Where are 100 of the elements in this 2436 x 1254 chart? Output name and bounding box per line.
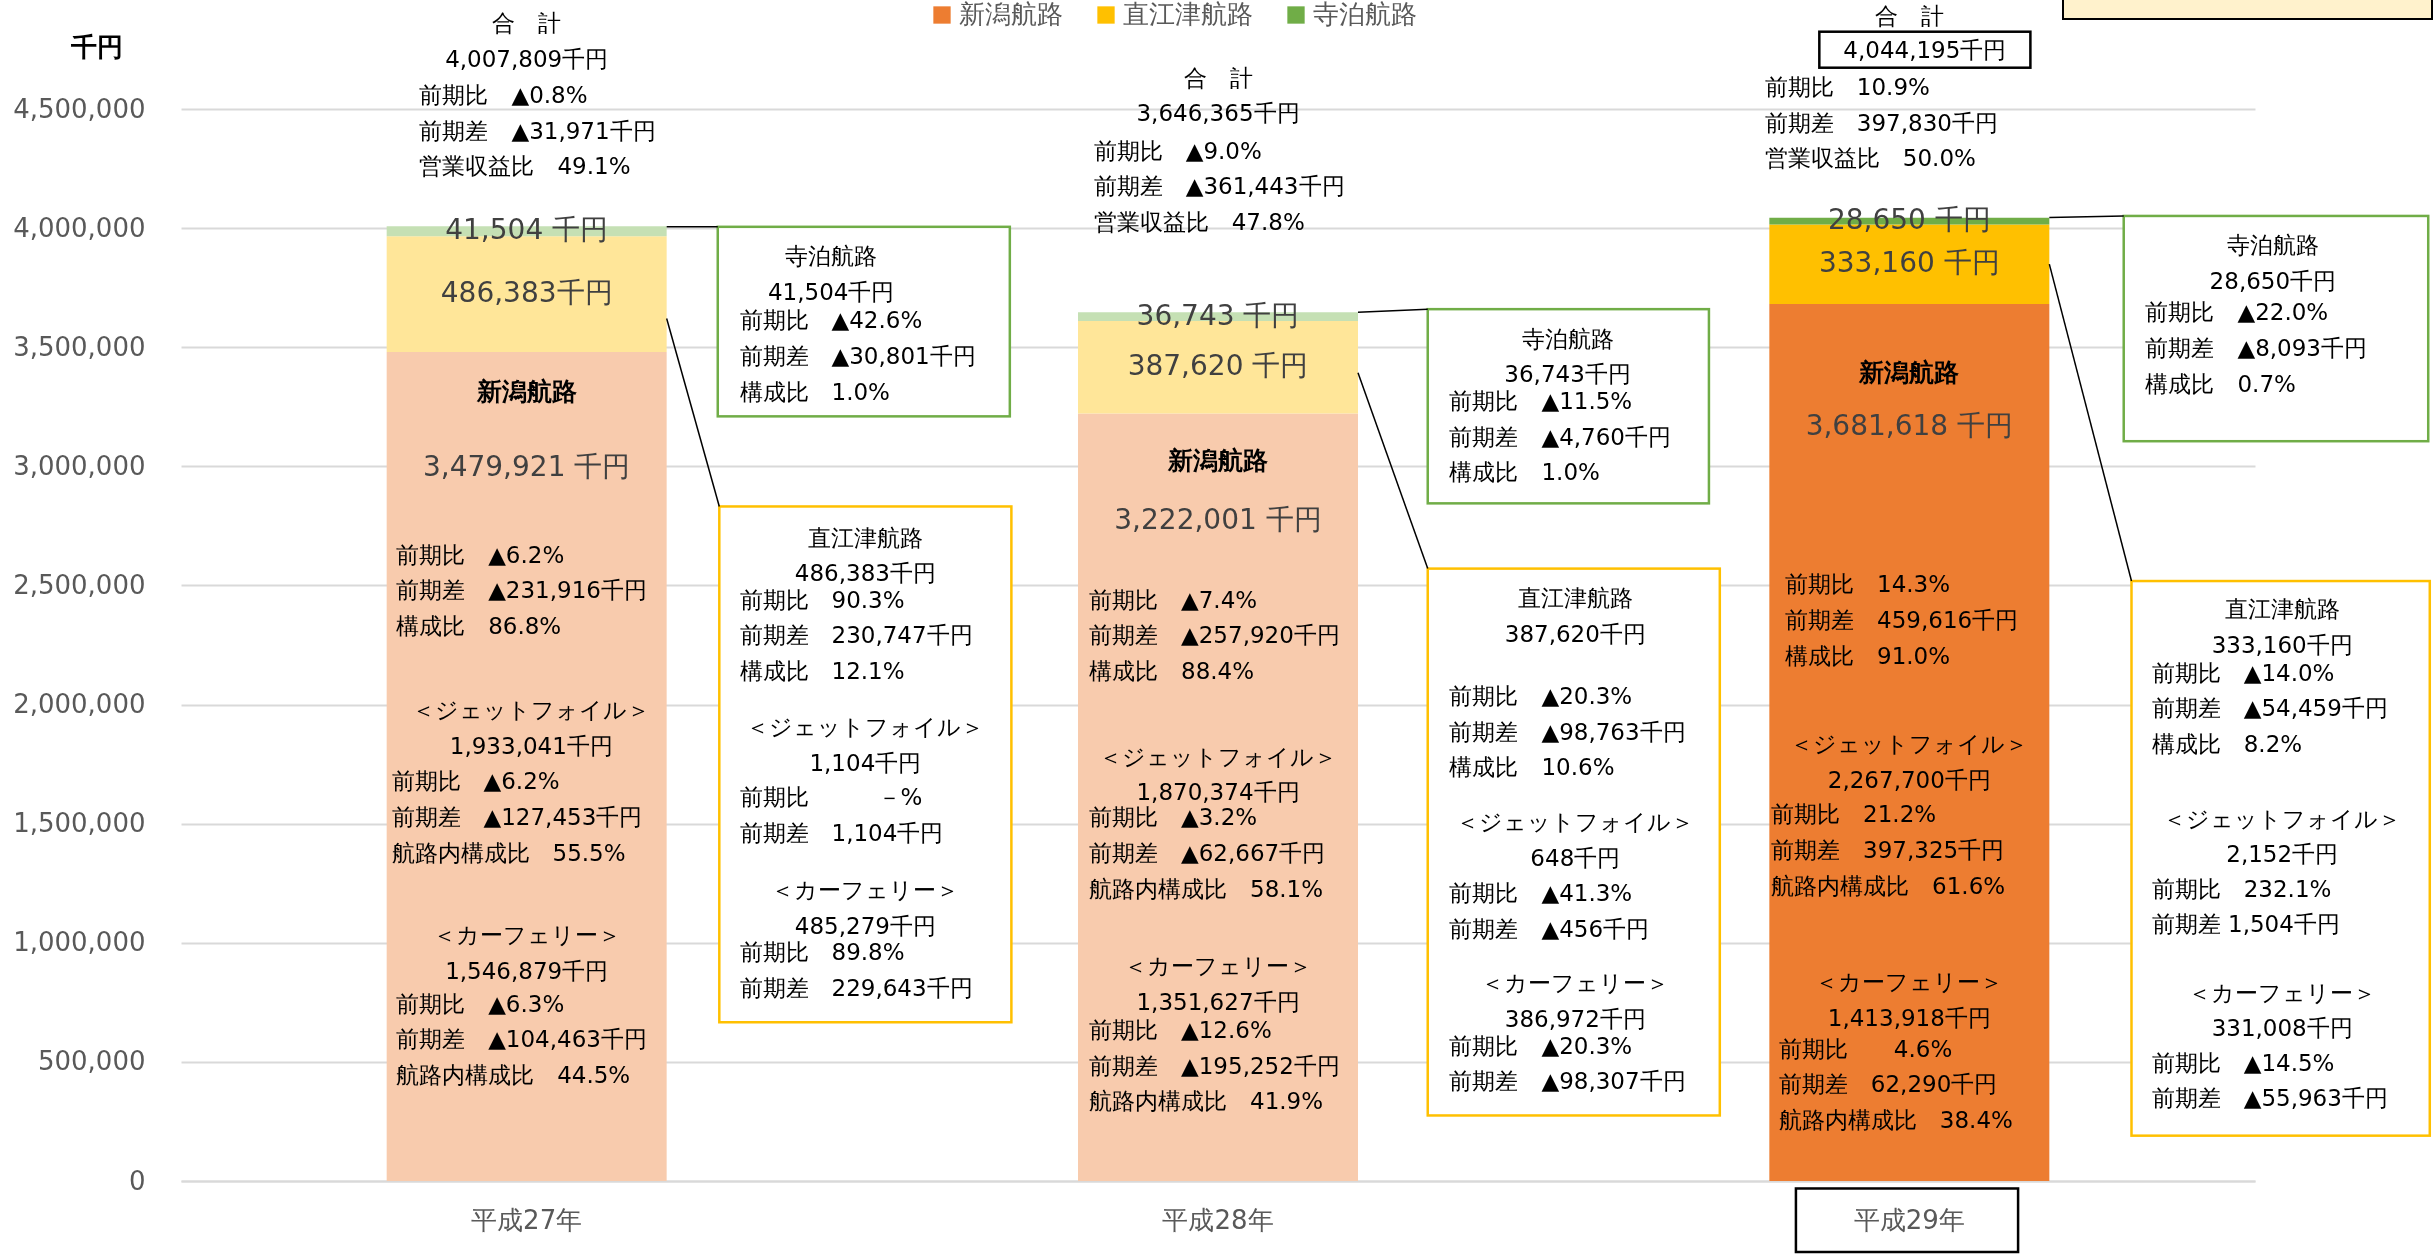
annotation: 前期差 ▲31,971千円: [419, 116, 656, 146]
annotation: 前期差 ▲456千円: [1449, 915, 1650, 945]
annotation: 前期比 ▲11.5%: [1449, 387, 1633, 414]
data-label: 28,650 千円: [1827, 203, 1991, 237]
y-tick-label: 4,500,000: [13, 93, 146, 124]
annotation: 航路内構成比 58.1%: [1089, 874, 1324, 904]
annotation: 新潟航路: [476, 375, 577, 408]
annotation: 前期比 ▲12.6%: [1089, 1017, 1272, 1044]
x-tick-label: 平成27年: [471, 1204, 583, 1235]
annotation: 前期差 230,747千円: [739, 621, 973, 651]
text: 4,007,809千円: [445, 45, 609, 75]
annotation: 前期比 ▲41.3%: [1449, 879, 1633, 909]
annotation: 前期比 ▲20.3%: [1449, 1032, 1633, 1059]
annotation: 前期比 ▲14.0%: [2151, 659, 2335, 686]
annotation: 前期差 ▲195,252千円: [1089, 1051, 1340, 1081]
annotation: 直江津航路: [1517, 584, 1633, 614]
annotation: 新潟航路: [1168, 445, 1268, 478]
y-axis-title: 千円: [69, 31, 123, 62]
annotation: 2,152千円: [2226, 840, 2339, 870]
annotation: 前期比 4.6%: [1778, 1034, 1953, 1064]
annotation: 3,646,365千円: [1136, 99, 1300, 129]
data-label: 333,160 千円: [1818, 246, 2000, 280]
y-tick-label: 4,000,000: [13, 212, 146, 243]
bar: [1078, 413, 1358, 1181]
annotation: ＜ジェットフォイル＞: [1456, 807, 1695, 837]
annotation: 1,351,627千円: [1136, 989, 1300, 1016]
annotation: 構成比 1.0%: [739, 377, 890, 407]
annotation: 485,279千円: [794, 912, 936, 939]
annotation: 構成比 91.0%: [1785, 641, 1951, 671]
annotation: 前期比 ▲9.0%: [1093, 136, 1262, 166]
annotation: 前期比 90.3%: [739, 586, 905, 613]
annotation: 直江津航路: [2224, 595, 2340, 624]
annotation: 前期差 229,643千円: [739, 974, 973, 1004]
annotation: 前期比 ▲20.3%: [1449, 682, 1633, 711]
annotation: 333,160千円: [2211, 631, 2353, 658]
annotation: ＜カーフェリー＞: [432, 921, 621, 951]
annotation: 28,650千円: [2209, 267, 2337, 297]
annotation: ＜ジェットフォイル＞: [412, 695, 651, 725]
legend-label: 直江津航路: [1123, 0, 1253, 29]
bar: [386, 352, 667, 1181]
annotation: 648千円: [1530, 843, 1621, 873]
annotation: 前期差 1,104千円: [739, 818, 944, 848]
x-tick-label: 平成28年: [1162, 1204, 1274, 1235]
annotation: 営業収益比 49.1%: [419, 152, 631, 182]
annotation: 前期差 62,290千円: [1778, 1070, 1998, 1100]
data-label: 3,222,001 千円: [1114, 502, 1322, 536]
annotation: 前期比 ▲22.0%: [2145, 298, 2329, 328]
annotation: 前期差 ▲231,916千円: [396, 576, 647, 606]
annotation: 前期差 ▲54,459千円: [2151, 694, 2388, 724]
annotation: 前期比 21.2%: [1771, 800, 1937, 830]
annotation: 前期比 232.1%: [2151, 874, 2332, 904]
annotation: 前期差 397,325千円: [1771, 835, 2005, 865]
annotation: 前期比 ▲3.2%: [1089, 803, 1258, 833]
annotation: ＜ジェットフォイル＞: [2163, 804, 2402, 834]
data-label: 36,743 千円: [1136, 298, 1300, 332]
annotation: 前期比 ▲6.3%: [396, 989, 565, 1019]
data-label: 3,479,921 千円: [422, 450, 631, 484]
y-tick-label: 3,500,000: [13, 331, 146, 362]
annotation: 486,383千円: [794, 560, 936, 587]
annotation: 構成比 1.0%: [1449, 458, 1600, 488]
annotation: 直江津航路: [807, 523, 923, 553]
annotation: 前期差 ▲55,963千円: [2151, 1084, 2388, 1114]
annotation: 前期差 ▲98,307千円: [1449, 1067, 1686, 1097]
annotation: 寺泊航路: [1521, 324, 1614, 354]
annotation: 寺泊航路: [785, 242, 878, 272]
data-label: 486,383千円: [440, 276, 613, 310]
text: 合 計: [1183, 63, 1253, 93]
annotation: 航路内構成比 55.5%: [391, 838, 626, 868]
legend-label: 寺泊航路: [1313, 0, 1417, 29]
annotation: 前期差 ▲98,763千円: [1449, 717, 1686, 747]
y-tick-label: 3,000,000: [13, 450, 146, 481]
y-tick-label: 1,500,000: [13, 808, 146, 839]
annotation: 1,870,374千円: [1136, 778, 1300, 806]
annotation: 構成比 8.2%: [2151, 730, 2303, 760]
text: 4,044,195千円: [1843, 35, 2007, 65]
annotation: 前期差 397,830千円: [1764, 108, 1998, 138]
annotation: 386,972千円: [1504, 1006, 1646, 1033]
text: 前期比 10.9%: [1764, 73, 1930, 102]
data-label: 3,681,618 千円: [1805, 408, 2014, 442]
annotation: 前期比 ▲7.4%: [1089, 585, 1258, 615]
annotation: 航路内構成比 61.6%: [1771, 871, 2006, 901]
annotation: 331,008千円: [2211, 1014, 2353, 1044]
legend-label: 新潟航路: [959, 0, 1063, 29]
annotation: 前期比 ▲42.6%: [739, 307, 923, 334]
annotation: 新潟航路: [1859, 356, 1960, 389]
annotation: 1,546,879千円: [445, 956, 609, 986]
annotation: 2,267,700千円: [1827, 765, 1991, 795]
annotation: 航路内構成比 38.4%: [1778, 1106, 2013, 1136]
annotation: ＜ジェットフォイル＞: [1790, 730, 2029, 760]
annotation: ＜ジェットフォイル＞: [746, 713, 985, 743]
annotation: 構成比 12.1%: [739, 657, 905, 687]
annotation: ＜ジェットフォイル＞: [1099, 742, 1337, 772]
annotation: 前期比 ▲6.2%: [391, 767, 560, 797]
annotation: 前期差 ▲8,093千円: [2145, 334, 2368, 363]
annotation: 前期差 ▲127,453千円: [391, 803, 643, 833]
annotation: 航路内構成比 44.5%: [396, 1061, 631, 1091]
x-tick-label: 平成29年: [1853, 1204, 1965, 1235]
annotation: 寺泊航路: [2226, 231, 2319, 261]
annotation: 前期比 14.3%: [1785, 570, 1951, 600]
annotation: 1,413,918千円: [1827, 1003, 1991, 1033]
